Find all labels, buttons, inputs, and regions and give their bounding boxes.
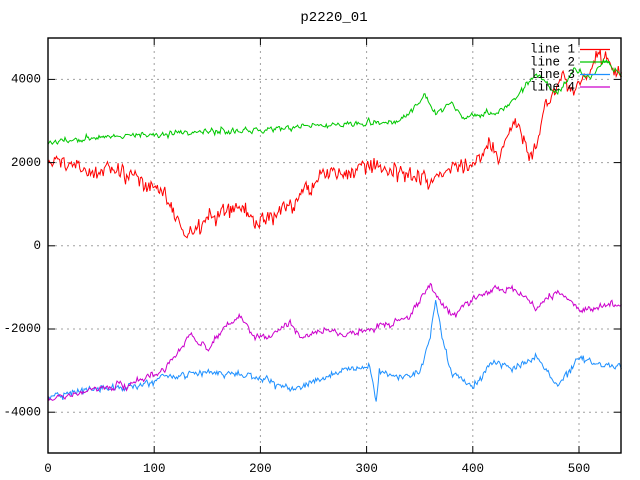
svg-text:0: 0 (44, 462, 52, 476)
svg-text:p2220_01: p2220_01 (300, 10, 367, 26)
svg-text:100: 100 (143, 462, 166, 476)
svg-text:500: 500 (568, 462, 591, 476)
svg-text:line 1: line 1 (530, 43, 575, 57)
svg-text:2000: 2000 (11, 156, 41, 170)
svg-text:-2000: -2000 (3, 322, 41, 336)
svg-text:0: 0 (33, 239, 41, 253)
svg-text:300: 300 (355, 462, 378, 476)
svg-text:400: 400 (462, 462, 485, 476)
svg-text:4000: 4000 (11, 73, 41, 87)
svg-text:line 4: line 4 (530, 81, 575, 95)
svg-text:200: 200 (249, 462, 272, 476)
svg-text:-4000: -4000 (3, 406, 41, 420)
